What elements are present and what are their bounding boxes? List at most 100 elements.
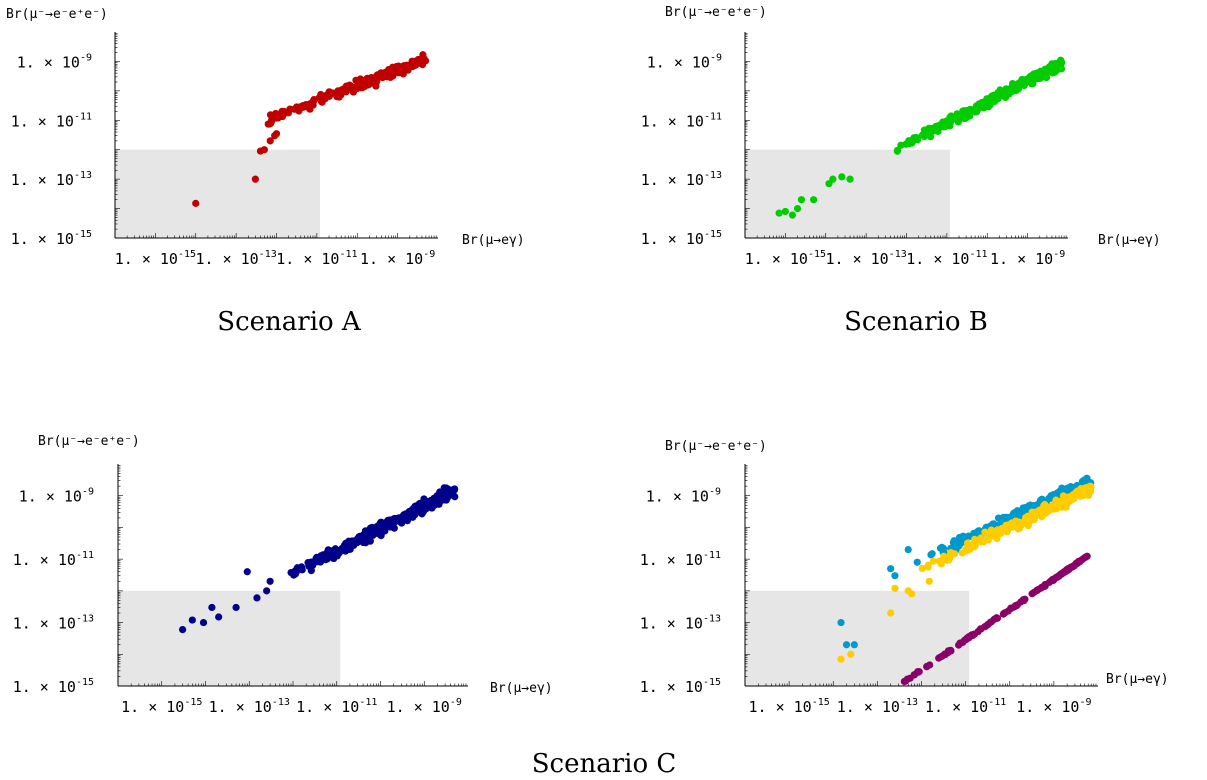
- data-point: [349, 88, 358, 96]
- y-tick-label: 1. × 10-11: [641, 111, 722, 130]
- data-point: [891, 584, 899, 592]
- data-point: [1040, 70, 1048, 78]
- data-point: [915, 668, 923, 676]
- data-point: [309, 97, 318, 105]
- y-axis-label: Br(μ⁻→e⁻e⁺e⁻): [38, 434, 140, 449]
- data-point: [319, 93, 327, 101]
- data-point: [260, 146, 268, 154]
- y-tick-label: 1. × 10-9: [19, 487, 94, 506]
- data-point: [354, 534, 362, 543]
- data-point: [837, 618, 845, 627]
- data-point: [991, 97, 999, 106]
- data-point: [192, 199, 200, 207]
- data-point: [1047, 502, 1055, 510]
- data-point: [299, 101, 307, 110]
- x-axis-label: Br(μ→eγ): [490, 681, 553, 696]
- data-point: [360, 81, 368, 89]
- data-point: [436, 492, 445, 500]
- data-point: [956, 540, 965, 548]
- data-point: [286, 105, 294, 113]
- data-point: [793, 204, 802, 213]
- y-tick-label: 1. × 10-9: [17, 52, 92, 71]
- data-point: [263, 587, 271, 595]
- excluded-region: [745, 590, 970, 686]
- data-point: [266, 577, 274, 585]
- x-tick-label: 1. × 10-11: [276, 249, 357, 268]
- data-point: [972, 104, 980, 112]
- data-point: [945, 556, 953, 564]
- data-point: [922, 129, 930, 138]
- data-point: [929, 557, 937, 565]
- data-point: [775, 209, 783, 217]
- x-tick-label: 1. × 10-11: [296, 697, 377, 716]
- data-point: [978, 99, 986, 107]
- data-point: [1031, 510, 1039, 518]
- data-point: [1030, 516, 1038, 524]
- data-point: [1011, 602, 1020, 610]
- data-point: [1070, 492, 1078, 500]
- x-tick-label: 1. × 10-9: [360, 249, 435, 268]
- y-tick-label: 1. × 10-11: [13, 550, 94, 569]
- x-tick-label: 1. × 10-9: [387, 697, 462, 716]
- data-point: [936, 653, 944, 661]
- y-axis-label: Br(μ⁻→e⁻e⁺e⁻): [665, 439, 767, 454]
- data-point: [900, 677, 908, 686]
- data-point: [1037, 583, 1046, 591]
- data-point: [1018, 519, 1026, 527]
- data-point: [394, 515, 402, 523]
- data-point: [904, 545, 912, 554]
- data-point: [1013, 86, 1021, 94]
- data-point: [1061, 498, 1069, 506]
- y-tick-label: 1. × 10-9: [647, 52, 722, 71]
- data-point: [328, 553, 336, 561]
- data-point: [1081, 554, 1089, 562]
- x-tick-label: 1. × 10-11: [906, 249, 987, 268]
- y-tick-label: 1. × 10-13: [641, 170, 722, 189]
- data-point: [1057, 60, 1065, 68]
- data-point: [837, 655, 845, 663]
- data-point: [1019, 596, 1027, 604]
- data-point: [954, 118, 962, 126]
- excluded-region: [118, 590, 341, 686]
- data-point: [935, 121, 944, 129]
- data-point: [987, 526, 995, 534]
- data-point: [976, 625, 985, 633]
- data-point: [908, 590, 916, 598]
- y-tick-label: 1. × 10-15: [640, 677, 721, 696]
- x-tick-label: 1. × 10-15: [748, 697, 829, 716]
- chart-panel-3: 1. × 10-15 1. × 10-13 1. × 10-11 1. × 10-9 1…: [13, 434, 553, 716]
- x-axis-label: Br(μ→eγ): [462, 233, 525, 248]
- data-point: [1064, 484, 1072, 492]
- caption-scenario-c: Scenario C: [532, 749, 677, 779]
- caption-scenario-b: Scenario B: [844, 307, 988, 337]
- excluded-region: [115, 149, 321, 238]
- data-point: [366, 537, 374, 545]
- data-point: [325, 91, 334, 99]
- data-point: [297, 563, 306, 571]
- data-point: [345, 83, 353, 92]
- data-point: [994, 514, 1003, 522]
- chart-panel-4: 1. × 10-15 1. × 10-13 1. × 10-11 1. × 10-9 1…: [640, 439, 1169, 716]
- data-point: [910, 134, 918, 142]
- data-point: [945, 647, 954, 655]
- data-point: [829, 175, 837, 183]
- x-axis-label: Br(μ→eγ): [1098, 233, 1161, 248]
- data-point: [320, 554, 328, 562]
- data-point: [962, 114, 970, 122]
- data-point: [891, 572, 899, 580]
- data-point: [906, 674, 914, 682]
- x-tick-label: 1. × 10-13: [825, 249, 906, 268]
- y-tick-label: 1. × 10-15: [11, 229, 92, 248]
- data-point: [188, 616, 196, 624]
- data-point: [781, 207, 789, 216]
- chart-panel-1: 1. × 10-15 1. × 10-13 1. × 10-11 1. × 10-91…: [6, 7, 525, 268]
- data-point: [987, 618, 996, 626]
- data-point: [963, 634, 971, 643]
- data-point: [382, 71, 390, 79]
- data-point: [893, 147, 901, 155]
- data-point: [308, 560, 317, 568]
- x-tick-label: 1. × 10-15: [121, 697, 202, 716]
- data-point: [420, 55, 428, 63]
- data-point: [977, 538, 985, 546]
- data-point: [918, 564, 926, 573]
